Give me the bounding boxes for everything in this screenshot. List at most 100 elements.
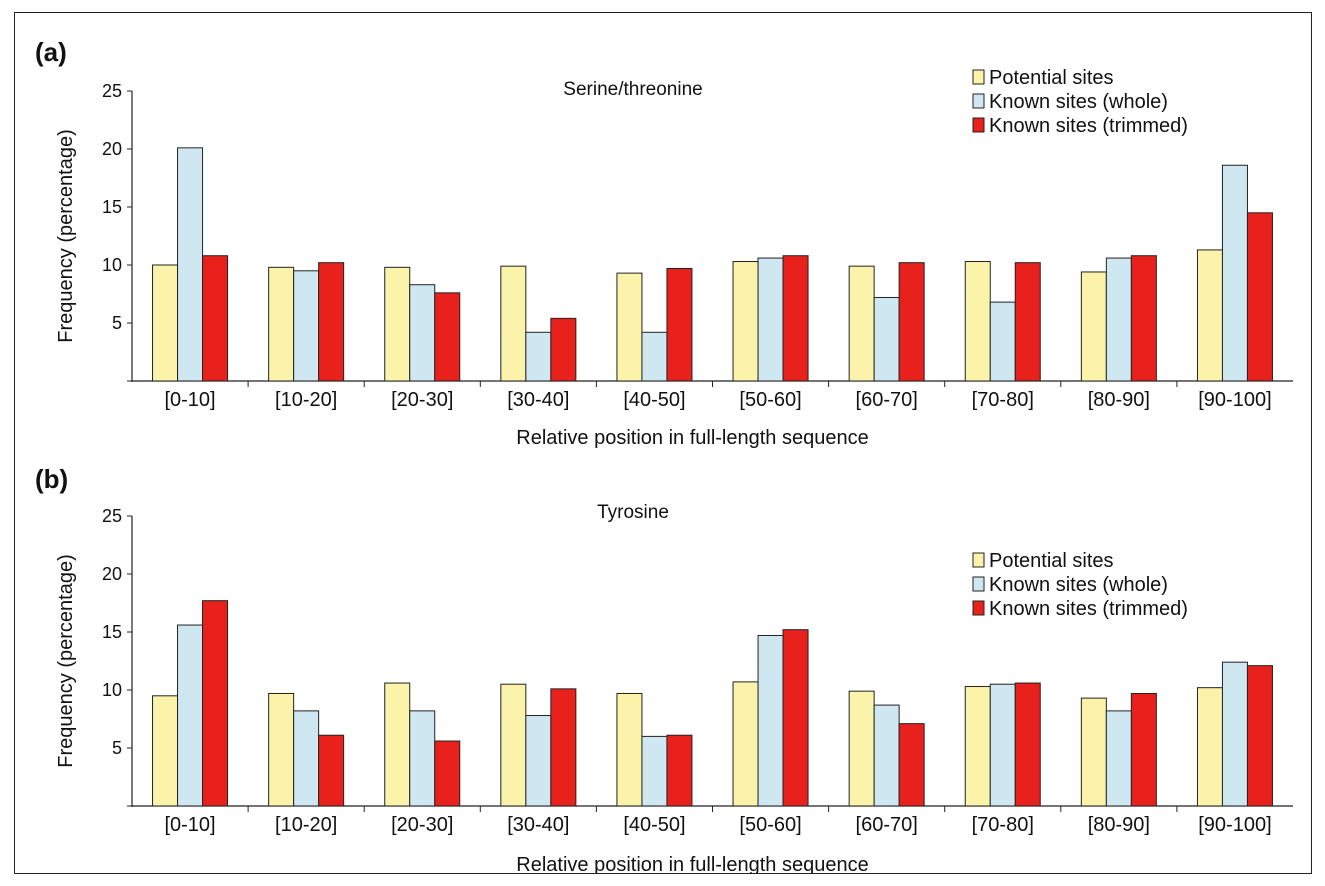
bar-trimmed-4 [666, 734, 693, 807]
x-tick-label: [70-80] [972, 814, 1034, 836]
y-tick-label: 25 [102, 506, 122, 526]
bar-whole-8 [1105, 710, 1132, 807]
bar-whole-1 [293, 710, 320, 807]
y-tick-label: 20 [102, 139, 122, 159]
bar-whole-8 [1105, 257, 1132, 382]
y-tick-label: 15 [102, 197, 122, 217]
bar-whole-7 [989, 683, 1016, 807]
x-tick-label: [50-60] [739, 814, 801, 836]
chart-title: Tyrosine [597, 502, 669, 523]
bar-whole-6 [873, 704, 900, 807]
bar-trimmed-8 [1130, 692, 1157, 807]
x-tick-label: [40-50] [623, 389, 685, 411]
chart-figure: (a) Serine/threonine 5 10 15 20 25 Frequency (p… [35, 37, 1293, 873]
x-tick-label: [10-20] [275, 389, 337, 411]
bar-trimmed-2 [434, 740, 461, 807]
bar-trimmed-9 [1246, 212, 1273, 382]
x-tick-label: [80-90] [1088, 814, 1150, 836]
x-tick-label: [80-90] [1088, 389, 1150, 411]
bar-whole-5 [757, 634, 784, 807]
y-axis-title: Frequency (percentage) [55, 554, 77, 767]
x-tick-label: [90-100] [1198, 389, 1271, 411]
bar-potential-5 [732, 261, 759, 382]
chart-title: Serine/threonine [563, 79, 702, 100]
legend-swatch-potential [972, 69, 985, 85]
legend-label: Potential sites [989, 67, 1114, 89]
x-tick-label: [20-30] [391, 814, 453, 836]
figure-frame: (a) Serine/threonine 5 10 15 20 25 Frequency (p… [14, 12, 1312, 874]
bar-potential-3 [500, 265, 527, 382]
bar-trimmed-4 [666, 267, 693, 382]
bar-trimmed-0 [202, 600, 229, 807]
bar-potential-5 [732, 681, 759, 807]
legend-label: Potential sites [989, 550, 1114, 572]
bar-trimmed-7 [1014, 682, 1041, 807]
x-tick-label: [90-100] [1198, 814, 1271, 836]
x-tick-label: [0-10] [164, 389, 215, 411]
bar-trimmed-6 [898, 723, 925, 807]
bar-potential-0 [152, 264, 179, 382]
x-axis-title: Relative position in full-length sequenc… [516, 854, 868, 873]
x-tick-label: [50-60] [739, 389, 801, 411]
x-tick-label: [0-10] [164, 814, 215, 836]
y-tick-label: 10 [102, 255, 122, 275]
bar-whole-7 [989, 301, 1016, 382]
y-axis-title: Frequency (percentage) [55, 129, 77, 342]
bar-potential-6 [848, 265, 875, 382]
x-tick-label: [60-70] [856, 389, 918, 411]
bar-whole-6 [873, 296, 900, 382]
y-tick-label: 5 [112, 738, 122, 758]
bar-potential-8 [1080, 697, 1107, 807]
bar-trimmed-3 [550, 688, 577, 807]
bar-whole-0 [177, 147, 204, 382]
bar-trimmed-7 [1014, 262, 1041, 382]
bar-whole-9 [1221, 164, 1248, 382]
legend-swatch-potential [972, 552, 985, 568]
bar-trimmed-1 [318, 262, 345, 382]
chart-panel-a: (a) Serine/threonine 5 10 15 20 25 Frequency (p… [35, 37, 1293, 449]
bar-whole-9 [1221, 661, 1248, 807]
x-tick-label: [30-40] [507, 389, 569, 411]
bar-trimmed-5 [782, 255, 809, 382]
x-tick-label: [10-20] [275, 814, 337, 836]
legend-swatch-whole [972, 576, 985, 592]
legend-label: Known sites (trimmed) [989, 115, 1188, 137]
bar-potential-9 [1196, 249, 1223, 382]
bar-potential-1 [268, 692, 295, 807]
bar-trimmed-1 [318, 734, 345, 807]
bar-whole-1 [293, 270, 320, 382]
bar-whole-3 [525, 715, 552, 807]
x-tick-label: [60-70] [856, 814, 918, 836]
bar-potential-7 [964, 261, 991, 382]
bar-whole-2 [409, 284, 436, 382]
x-tick-label: [40-50] [623, 814, 685, 836]
y-tick-label: 10 [102, 680, 122, 700]
bar-potential-9 [1196, 687, 1223, 807]
bar-whole-2 [409, 710, 436, 807]
bar-potential-8 [1080, 271, 1107, 382]
legend-swatch-trimmed [972, 600, 985, 616]
bar-potential-3 [500, 683, 527, 807]
y-tick-label: 5 [112, 313, 122, 333]
y-tick-label: 15 [102, 622, 122, 642]
legend-label: Known sites (trimmed) [989, 598, 1188, 620]
bar-trimmed-9 [1246, 665, 1273, 807]
bar-potential-4 [616, 692, 643, 807]
bar-potential-2 [384, 266, 411, 382]
legend-label: Known sites (whole) [989, 574, 1168, 596]
x-tick-label: [30-40] [507, 814, 569, 836]
bar-whole-4 [641, 735, 668, 807]
legend-swatch-whole [972, 93, 985, 109]
bar-trimmed-6 [898, 262, 925, 382]
bar-trimmed-0 [202, 255, 229, 382]
bar-potential-7 [964, 686, 991, 807]
panel-letter: (b) [35, 464, 68, 494]
bar-potential-4 [616, 272, 643, 382]
bar-whole-0 [177, 624, 204, 807]
y-tick-label: 20 [102, 564, 122, 584]
bar-whole-5 [757, 257, 784, 382]
bar-potential-2 [384, 682, 411, 807]
y-tick-label: 25 [102, 81, 122, 101]
x-axis-title: Relative position in full-length sequenc… [516, 427, 868, 449]
